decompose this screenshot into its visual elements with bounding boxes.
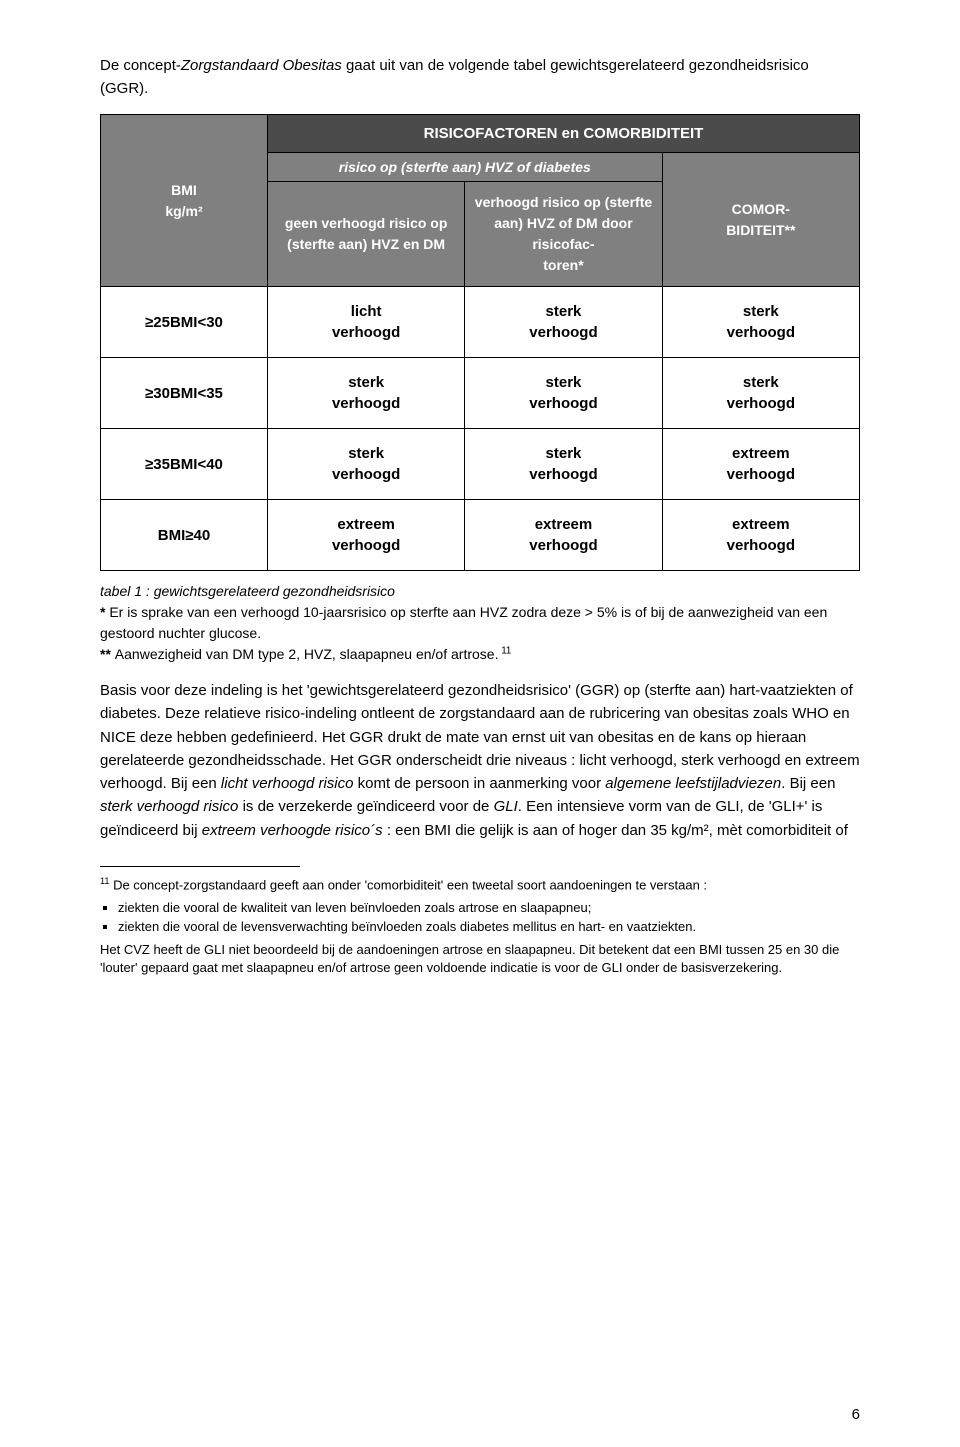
footnote-bullet: ziekten die vooral de levensverwachting … <box>118 918 860 937</box>
footnote-separator <box>100 866 300 867</box>
footnote: 11 De concept-zorgstandaard geeft aan on… <box>100 875 860 979</box>
caption-star2-text: Aanwezigheid van DM type 2, HVZ, slaapap… <box>115 646 499 662</box>
body-seg: . Bij een <box>781 775 835 792</box>
footnote-lead: 11 De concept-zorgstandaard geeft aan on… <box>100 875 860 895</box>
table-row: ≥25BMI<30 licht verhoogd sterk verhoogd … <box>101 287 860 358</box>
risk-table: BMI kg/m² RISICOFACTOREN en COMORBIDITEI… <box>100 114 860 571</box>
body-ital: licht verhoogd risico <box>221 775 354 792</box>
row-bmi: ≥30BMI<35 <box>101 358 268 429</box>
table-row: ≥35BMI<40 sterk verhoogd sterk verhoogd … <box>101 429 860 500</box>
table-subheader: risico op (sterfte aan) HVZ of diabetes <box>267 153 662 182</box>
footnote-list: ziekten die vooral de kwaliteit van leve… <box>100 899 860 937</box>
body-seg: komt de persoon in aanmerking voor <box>353 775 605 792</box>
caption-star2-sup: 11 <box>498 645 511 656</box>
intro-text: De concept-Zorgstandaard Obesitas gaat u… <box>100 55 860 100</box>
cell: sterk verhoogd <box>465 358 662 429</box>
page-number: 6 <box>852 1406 860 1423</box>
row-bmi: ≥35BMI<40 <box>101 429 268 500</box>
footnote-lead-text: De concept-zorgstandaard geeft aan onder… <box>109 877 707 892</box>
col-a-header: geen verhoogd risico op (sterfte aan) HV… <box>267 182 464 287</box>
footnote-bullet: ziekten die vooral de kwaliteit van leve… <box>118 899 860 918</box>
cell: sterk verhoogd <box>267 429 464 500</box>
body-ital: algemene leefstijladviezen <box>605 775 781 792</box>
caption-star1-text: Er is sprake van een verhoogd 10-jaarsri… <box>100 604 827 641</box>
cell: sterk verhoogd <box>662 358 859 429</box>
cell: sterk verhoogd <box>662 287 859 358</box>
col-comorb: COMOR- BIDITEIT** <box>662 153 859 287</box>
cell: sterk verhoogd <box>267 358 464 429</box>
footnote-tail: Het CVZ heeft de GLI niet beoordeeld bij… <box>100 941 860 979</box>
intro-prefix: De concept- <box>100 57 181 74</box>
caption-star1-lead: * <box>100 604 109 620</box>
body-paragraph: Basis voor deze indeling is het 'gewicht… <box>100 679 860 842</box>
cell: extreem verhoogd <box>267 500 464 571</box>
cell: extreem verhoogd <box>662 429 859 500</box>
caption-star2-lead: ** <box>100 646 115 662</box>
cell: sterk verhoogd <box>465 429 662 500</box>
caption-star1: * Er is sprake van een verhoogd 10-jaars… <box>100 602 860 644</box>
body-seg: is de verzekerde geïndiceerd voor de <box>238 798 493 815</box>
row-bmi: BMI≥40 <box>101 500 268 571</box>
cell: extreem verhoogd <box>662 500 859 571</box>
table-caption: tabel 1 : gewichtsgerelateerd gezondheid… <box>100 581 860 665</box>
caption-line1: tabel 1 : gewichtsgerelateerd gezondheid… <box>100 581 860 602</box>
cell: sterk verhoogd <box>465 287 662 358</box>
row-bmi: ≥25BMI<30 <box>101 287 268 358</box>
body-seg: : een BMI die gelijk is aan of hoger dan… <box>383 822 848 839</box>
table-row: ≥30BMI<35 sterk verhoogd sterk verhoogd … <box>101 358 860 429</box>
intro-ital: Zorgstandaard Obesitas <box>181 57 342 74</box>
body-ital: extreem verhoogde risico´s <box>202 822 383 839</box>
cell: licht verhoogd <box>267 287 464 358</box>
table-row: BMI≥40 extreem verhoogd extreem verhoogd… <box>101 500 860 571</box>
bmi-header: BMI kg/m² <box>101 115 268 287</box>
body-ital: GLI <box>494 798 518 815</box>
col-b-header: verhoogd risico op (sterfte aan) HVZ of … <box>465 182 662 287</box>
body-ital: sterk verhoogd risico <box>100 798 238 815</box>
caption-star2: ** Aanwezigheid van DM type 2, HVZ, slaa… <box>100 644 860 665</box>
table-header-main: RISICOFACTOREN en COMORBIDITEIT <box>267 115 859 153</box>
cell: extreem verhoogd <box>465 500 662 571</box>
